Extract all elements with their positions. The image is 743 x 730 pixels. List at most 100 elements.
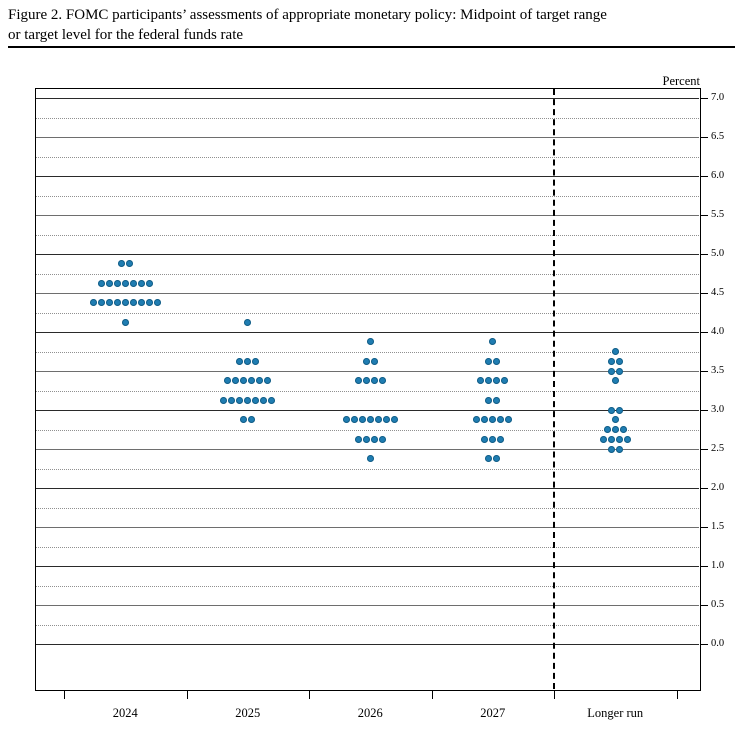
dot: [89, 299, 97, 307]
gridline: [36, 624, 699, 626]
gridline: [36, 449, 699, 450]
percent-label: Percent: [662, 74, 700, 88]
y-axis-label: 3.0: [711, 404, 725, 415]
gridline: [36, 273, 699, 275]
dot: [497, 435, 505, 443]
dot: [153, 299, 161, 307]
dot: [121, 279, 129, 287]
gridline: [36, 410, 699, 411]
dot: [256, 377, 264, 385]
gridline: [36, 254, 699, 255]
title-rule: [8, 46, 735, 48]
x-axis-tick: [309, 690, 310, 699]
dot: [615, 445, 623, 453]
y-axis-label: 6.5: [711, 131, 725, 142]
gridline: [36, 468, 699, 470]
y-axis-label: 3.5: [711, 365, 725, 376]
dot: [366, 455, 374, 463]
dot: [501, 377, 509, 385]
dot: [615, 367, 623, 375]
dot: [493, 357, 501, 365]
y-axis-tick: [701, 137, 708, 138]
dot: [370, 377, 378, 385]
dot: [485, 357, 493, 365]
dot: [615, 435, 623, 443]
dot: [481, 435, 489, 443]
dot: [607, 406, 615, 414]
dot: [615, 406, 623, 414]
plot-area: [35, 88, 701, 691]
dot: [224, 377, 232, 385]
dot: [611, 416, 619, 424]
y-axis-tick: [701, 605, 708, 606]
dot: [220, 396, 228, 404]
figure-title-line-2: or target level for the federal funds ra…: [8, 27, 244, 43]
y-axis-tick: [701, 410, 708, 411]
dot: [378, 377, 386, 385]
y-axis-label: 0.5: [711, 599, 725, 610]
dot: [481, 416, 489, 424]
dot: [374, 416, 382, 424]
gridline: [36, 156, 699, 158]
dot: [236, 357, 244, 365]
longer-run-separator: [553, 89, 555, 689]
dot: [117, 260, 125, 268]
dot: [603, 426, 611, 433]
figure-title-line-1: Figure 2. FOMC participants’ assessments…: [8, 7, 607, 23]
gridline: [36, 585, 699, 587]
dot: [362, 357, 370, 365]
gridline: [36, 644, 699, 645]
x-axis-label: 2027: [480, 706, 506, 720]
dot: [354, 377, 362, 385]
dot: [232, 377, 240, 385]
dot: [611, 348, 619, 355]
dot: [121, 318, 129, 326]
gridline: [36, 195, 699, 197]
dot: [248, 416, 256, 424]
dot: [137, 279, 145, 287]
y-axis-label: 1.5: [711, 521, 725, 532]
x-axis-label: 2026: [357, 706, 383, 720]
gridline: [36, 507, 699, 509]
gridline: [36, 390, 699, 392]
dot: [623, 435, 631, 443]
gridline: [36, 98, 699, 99]
dot: [97, 279, 105, 287]
dot: [228, 396, 236, 404]
dot: [113, 279, 121, 287]
gridline: [36, 527, 699, 528]
y-axis-tick: [701, 254, 708, 255]
dot: [370, 435, 378, 443]
dot: [607, 357, 615, 365]
dot: [493, 377, 501, 385]
dot: [145, 279, 153, 287]
y-axis-tick: [701, 176, 708, 177]
dot: [268, 396, 276, 404]
y-axis-tick: [701, 332, 708, 333]
gridline: [36, 371, 699, 372]
gridline: [36, 312, 699, 314]
dot: [236, 396, 244, 404]
dot: [485, 396, 493, 404]
y-axis-tick: [701, 644, 708, 645]
dot: [260, 396, 268, 404]
gridline: [36, 176, 699, 177]
dot: [497, 416, 505, 424]
gridline: [36, 137, 699, 138]
y-axis-tick: [701, 98, 708, 99]
dot: [342, 416, 350, 424]
y-axis-tick: [701, 527, 708, 528]
dot: [390, 416, 398, 424]
gridline: [36, 546, 699, 548]
gridline: [36, 429, 699, 431]
dot: [607, 435, 615, 443]
dot: [350, 416, 358, 424]
gridline: [36, 488, 699, 489]
gridline: [36, 215, 699, 216]
dot: [105, 279, 113, 287]
dot: [473, 416, 481, 424]
dot: [145, 299, 153, 307]
dot: [129, 279, 137, 287]
dot: [105, 299, 113, 307]
